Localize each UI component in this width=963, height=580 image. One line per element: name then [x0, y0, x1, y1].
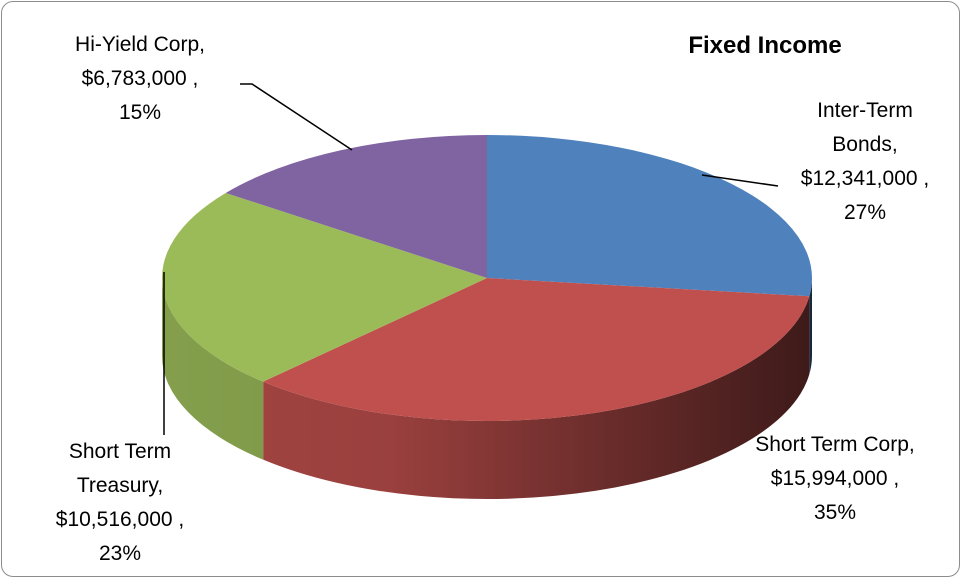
slice-side [162, 278, 264, 460]
category-label: Hi-Yield Corp [75, 33, 200, 56]
label-name: Hi-Yield Corp, [40, 28, 240, 62]
data-label: Short Term Corp, $15,994,000 , 35% [755, 428, 915, 530]
value-label: $12,341,000 , [800, 167, 930, 190]
data-label: Short Term Treasury, $10,516,000 , 23% [40, 435, 200, 571]
percent-label: 23% [98, 542, 142, 565]
separator: , [157, 474, 164, 497]
label-name: Short Term Treasury, [40, 435, 200, 503]
slice-side [809, 278, 812, 375]
category-label: Short Term Treasury [68, 440, 172, 497]
slice [161, 192, 487, 382]
label-name: Inter-Term Bonds, [790, 94, 940, 162]
slice-side [263, 296, 810, 499]
slice [263, 278, 810, 421]
slice [487, 135, 812, 297]
percent-label: 27% [843, 201, 887, 224]
slice [225, 135, 487, 278]
label-name: Short Term Corp, [755, 428, 915, 462]
value-label: $6,783,000 , [81, 67, 199, 90]
category-label: Inter-Term Bonds [817, 99, 913, 156]
percent-label: 35% [813, 501, 857, 524]
data-label: Inter-Term Bonds, $12,341,000 , 27% [790, 94, 940, 230]
percent-label: 15% [118, 101, 162, 124]
separator: , [908, 433, 915, 456]
leader-lines [163, 83, 779, 435]
pie [161, 135, 812, 499]
value-label: $15,994,000 , [770, 467, 900, 490]
separator: , [199, 33, 205, 56]
category-label: Short Term Corp [755, 433, 909, 456]
value-label: $10,516,000 , [55, 508, 185, 531]
leader-line [701, 174, 779, 187]
leader-line [240, 83, 353, 151]
data-label: Hi-Yield Corp, $6,783,000 , 15% [40, 28, 240, 130]
separator: , [891, 133, 898, 156]
chart-title: Fixed Income [688, 32, 842, 59]
